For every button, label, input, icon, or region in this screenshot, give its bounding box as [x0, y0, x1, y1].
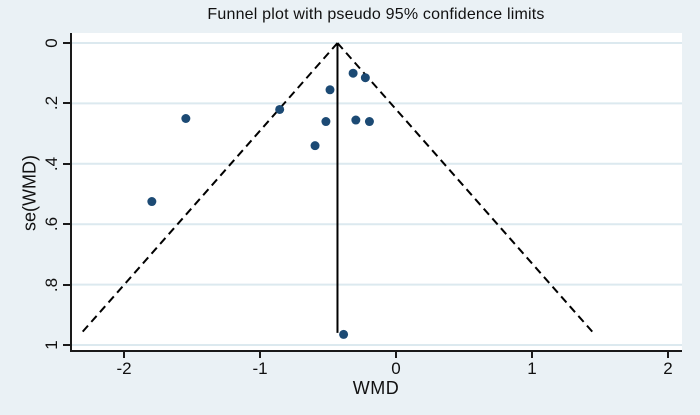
x-tick-mark: [123, 352, 125, 358]
data-point: [360, 73, 370, 83]
y-tick-mark: [63, 344, 70, 346]
data-point: [147, 197, 157, 207]
y-tick-label: .8: [42, 277, 61, 292]
y-tick-mark: [63, 223, 70, 226]
y-tick-label: .6: [42, 217, 61, 232]
x-tick-label: -2: [116, 359, 132, 378]
data-point: [364, 117, 374, 127]
y-tick-mark: [63, 162, 70, 165]
data-point: [339, 329, 349, 339]
lower-ci-limit-line: [80, 42, 339, 334]
plot-area: [70, 33, 682, 352]
x-tick-mark: [259, 352, 261, 358]
data-point: [275, 104, 285, 114]
x-tick-label: 0: [391, 359, 401, 378]
y-tick-mark: [63, 42, 70, 44]
chart-title: Funnel plot with pseudo 95% confidence l…: [207, 6, 545, 23]
data-point: [310, 141, 320, 151]
y-tick-mark: [63, 102, 70, 105]
y-tick-mark: [63, 283, 70, 286]
upper-ci-limit-line: [336, 42, 595, 334]
y-axis-title: se(WMD): [19, 155, 40, 231]
x-tick-mark: [395, 352, 397, 358]
x-tick-mark: [667, 352, 669, 358]
x-axis-title: WMD: [352, 378, 400, 398]
x-tick-label: 2: [663, 359, 673, 378]
x-tick-mark: [531, 352, 533, 358]
x-tick-label: 1: [527, 359, 537, 378]
data-point: [181, 114, 191, 123]
y-tick-label: 1: [42, 340, 61, 350]
y-tick-label: .4: [42, 156, 61, 171]
data-point: [321, 117, 331, 127]
data-point: [351, 115, 361, 125]
y-tick-label: 0: [42, 38, 61, 48]
data-point: [325, 85, 335, 95]
y-tick-label: .2: [42, 96, 61, 111]
x-tick-label: -1: [252, 359, 268, 378]
funnel-chart-svg: [72, 42, 682, 346]
data-point: [348, 68, 358, 78]
